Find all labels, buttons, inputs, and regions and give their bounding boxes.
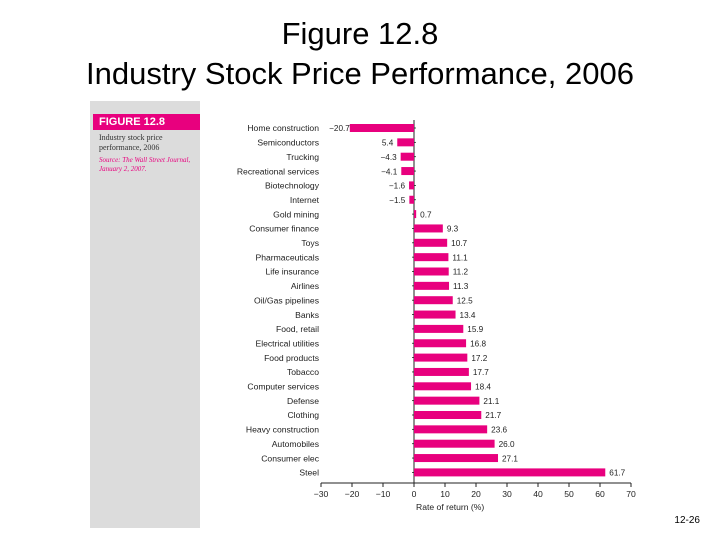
x-tick-label: 20 bbox=[471, 489, 481, 499]
figure-source: Source: The Wall Street Journal, January… bbox=[99, 156, 191, 173]
bar-chart: Home construction −20.7 Semiconductors 5.4 T… bbox=[237, 120, 636, 512]
data-label: −20.7 bbox=[329, 124, 350, 133]
category-label: Consumer finance bbox=[249, 224, 319, 234]
bar bbox=[414, 411, 482, 419]
category-label: Oil/Gas pipelines bbox=[254, 295, 319, 305]
x-tick-label: −10 bbox=[376, 489, 391, 499]
bar bbox=[414, 324, 464, 333]
data-label: 5.4 bbox=[382, 139, 394, 148]
bar bbox=[397, 138, 414, 147]
data-label: 10.7 bbox=[451, 239, 467, 248]
x-tick-label: −20 bbox=[345, 489, 360, 499]
bar bbox=[409, 195, 414, 204]
category-label: Banks bbox=[295, 310, 319, 320]
data-label: 21.1 bbox=[483, 397, 499, 406]
x-tick-label: 40 bbox=[533, 489, 543, 499]
figure-sidebar: FIGURE 12.8 Industry stock price perform… bbox=[90, 101, 200, 528]
data-label: 61.7 bbox=[609, 469, 625, 478]
category-label: Semiconductors bbox=[257, 138, 319, 148]
data-label: 16.8 bbox=[470, 339, 486, 348]
category-label: Computer services bbox=[247, 382, 319, 392]
data-label: 23.6 bbox=[491, 426, 507, 435]
category-label: Internet bbox=[290, 195, 320, 205]
bar bbox=[414, 224, 443, 233]
x-tick-label: 60 bbox=[595, 489, 605, 499]
data-label: 0.7 bbox=[420, 210, 432, 219]
category-label: Toys bbox=[301, 238, 319, 248]
data-label: 11.3 bbox=[453, 282, 469, 291]
category-label: Biotechnology bbox=[265, 181, 320, 191]
bar bbox=[414, 367, 469, 376]
category-label: Recreational services bbox=[237, 166, 319, 176]
data-label: 17.2 bbox=[471, 354, 487, 363]
category-label: Tobacco bbox=[287, 367, 319, 377]
bar bbox=[414, 210, 417, 219]
bar bbox=[414, 281, 450, 290]
bar bbox=[414, 439, 495, 448]
x-tick-label: 50 bbox=[564, 489, 574, 499]
x-axis-label: Rate of return (%) bbox=[416, 502, 484, 512]
category-label: Life insurance bbox=[265, 267, 319, 277]
category-label: Clothing bbox=[287, 410, 319, 420]
bar bbox=[414, 382, 472, 391]
bar bbox=[414, 353, 468, 362]
category-label: Trucking bbox=[286, 152, 319, 162]
bar bbox=[414, 238, 448, 247]
category-label: Gold mining bbox=[273, 209, 319, 219]
category-label: Defense bbox=[287, 396, 319, 406]
category-label: Electrical utilities bbox=[255, 338, 319, 348]
x-tick-label: 30 bbox=[502, 489, 512, 499]
x-tick-label: 70 bbox=[626, 489, 636, 499]
slide-title-line-2: Industry Stock Price Performance, 2006 bbox=[86, 56, 634, 91]
category-label: Heavy construction bbox=[246, 425, 319, 435]
category-label: Steel bbox=[299, 468, 319, 478]
slide-title: Figure 12.8 Industry Stock Price Perform… bbox=[0, 14, 720, 94]
bar bbox=[414, 253, 449, 262]
bar bbox=[414, 267, 449, 276]
category-label: Home construction bbox=[247, 123, 319, 133]
bar bbox=[414, 454, 499, 463]
data-label: 21.7 bbox=[485, 411, 501, 420]
bar bbox=[400, 152, 414, 161]
bar bbox=[349, 124, 414, 132]
category-label: Consumer elec bbox=[261, 453, 319, 463]
x-tick-label: 0 bbox=[412, 489, 417, 499]
bar bbox=[414, 310, 456, 319]
data-label: −1.5 bbox=[389, 196, 406, 205]
figure-caption: Industry stock price performance, 2006 bbox=[99, 133, 163, 152]
data-label: 13.4 bbox=[460, 311, 476, 320]
data-label: 9.3 bbox=[447, 225, 459, 234]
data-label: 15.9 bbox=[467, 325, 483, 334]
data-label: −4.1 bbox=[381, 167, 398, 176]
x-tick-label: −30 bbox=[314, 489, 329, 499]
category-label: Food, retail bbox=[276, 324, 319, 334]
bar bbox=[414, 296, 453, 305]
x-tick-label: 10 bbox=[440, 489, 450, 499]
slide-title-line-1: Figure 12.8 bbox=[281, 16, 439, 51]
bar bbox=[401, 167, 414, 176]
bar bbox=[414, 396, 480, 405]
data-label: −4.3 bbox=[380, 153, 397, 162]
bar bbox=[414, 425, 488, 434]
bar bbox=[414, 468, 606, 477]
data-label: 18.4 bbox=[475, 383, 491, 392]
category-label: Food products bbox=[264, 353, 319, 363]
figure-panel: FIGURE 12.8 Industry stock price perform… bbox=[90, 101, 636, 528]
category-label: Automobiles bbox=[272, 439, 319, 449]
data-label: 17.7 bbox=[473, 368, 489, 377]
figure-label: FIGURE 12.8 bbox=[93, 114, 200, 130]
category-label: Pharmaceuticals bbox=[255, 252, 319, 262]
bar bbox=[414, 339, 467, 348]
data-label: 11.2 bbox=[453, 268, 469, 277]
data-label: 27.1 bbox=[502, 454, 518, 463]
data-label: 12.5 bbox=[457, 296, 473, 305]
data-label: 11.1 bbox=[452, 253, 468, 262]
category-label: Airlines bbox=[291, 281, 319, 291]
bar bbox=[409, 181, 414, 190]
data-label: 26.0 bbox=[499, 440, 515, 449]
slide-number: 12-26 bbox=[674, 515, 700, 526]
data-label: −1.6 bbox=[389, 182, 406, 191]
